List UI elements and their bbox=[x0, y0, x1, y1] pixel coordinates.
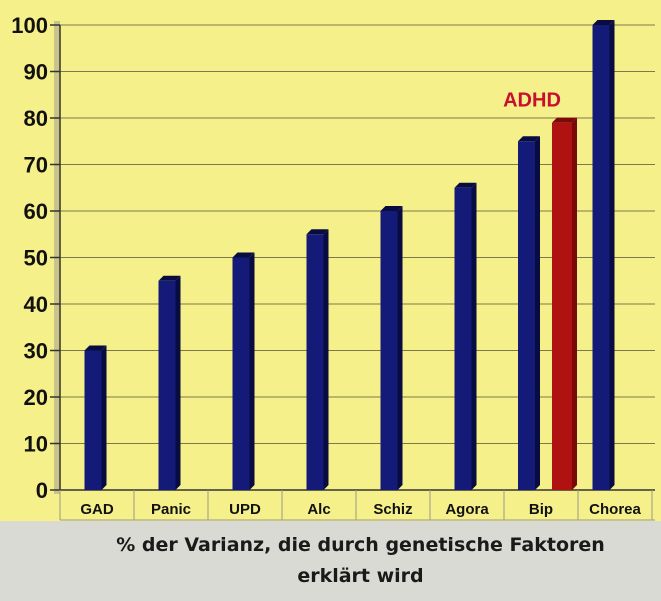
bar-top bbox=[592, 20, 615, 25]
bar-side bbox=[175, 275, 181, 490]
bar-bip bbox=[518, 141, 535, 490]
y-tick-label: 10 bbox=[24, 432, 48, 457]
caption-line-1: % der Varianz, die durch genetische Fakt… bbox=[116, 534, 605, 556]
chart-caption: % der Varianz, die durch genetische Fakt… bbox=[0, 530, 661, 592]
bar-alc bbox=[306, 234, 324, 490]
bar-side bbox=[609, 20, 615, 490]
bar-chart: 0 10 20 30 40 50 60 70 80 90 100 GAD Panic UPD Alc Schi… bbox=[11, 13, 655, 521]
bar-side bbox=[535, 136, 540, 490]
y-tick-label: 100 bbox=[11, 13, 48, 38]
bar-top bbox=[232, 252, 255, 258]
bar-side bbox=[397, 206, 403, 490]
caption-line-2: erklärt wird bbox=[297, 565, 424, 587]
y-tick-label: 30 bbox=[24, 339, 48, 364]
y-tick-label: 40 bbox=[24, 292, 48, 317]
bar-top bbox=[454, 182, 477, 188]
bar-side bbox=[101, 345, 107, 490]
bar-gad bbox=[84, 350, 102, 490]
bar-side bbox=[323, 229, 329, 490]
chart-panel: 0 10 20 30 40 50 60 70 80 90 100 GAD Panic UPD Alc Schi… bbox=[0, 0, 661, 521]
bar-side bbox=[572, 117, 577, 491]
annotation-label: ADHD bbox=[503, 90, 561, 112]
x-tick-label: Bip bbox=[529, 501, 553, 518]
x-tick-label: Panic bbox=[151, 501, 191, 518]
y-tick-label: 0 bbox=[36, 478, 48, 503]
bar-top bbox=[306, 229, 329, 235]
y-tick-label: 20 bbox=[24, 385, 48, 410]
x-tick-label: Chorea bbox=[589, 501, 641, 518]
bar-side bbox=[249, 252, 255, 490]
x-tick-label: UPD bbox=[229, 501, 261, 518]
bar-chorea bbox=[592, 25, 610, 490]
y-tick-label: 80 bbox=[24, 106, 48, 131]
x-tick-label: Agora bbox=[445, 501, 489, 518]
bar-top bbox=[518, 136, 540, 142]
y-tick-label: 50 bbox=[24, 246, 48, 271]
bar-upd bbox=[232, 257, 250, 490]
x-tick-label: Schiz bbox=[373, 501, 412, 518]
x-tick-label: Alc bbox=[307, 501, 330, 518]
bar-panic bbox=[158, 280, 176, 490]
bar-top bbox=[380, 206, 403, 211]
bar-schiz bbox=[380, 211, 398, 490]
bar-top bbox=[552, 117, 577, 123]
bar-side bbox=[471, 182, 477, 490]
bar-top bbox=[84, 345, 107, 351]
bar-adhd bbox=[552, 122, 572, 491]
bar-top bbox=[158, 275, 181, 281]
y-tick-label: 60 bbox=[24, 199, 48, 224]
x-tick-label: GAD bbox=[80, 501, 114, 518]
y-tick-label: 90 bbox=[24, 60, 48, 85]
y-tick-label: 70 bbox=[24, 153, 48, 178]
bar-agora bbox=[454, 187, 472, 490]
